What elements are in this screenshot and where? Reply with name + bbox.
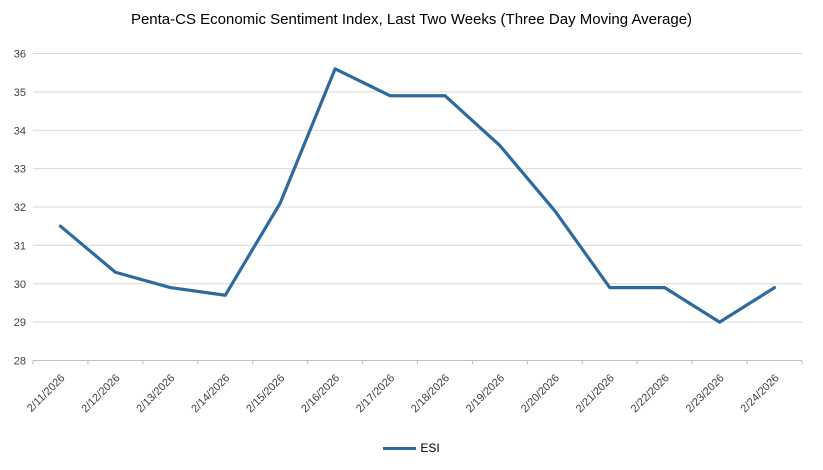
- x-axis-tick-label: 2/24/2026: [739, 372, 782, 415]
- x-axis-tick-label: 2/18/2026: [409, 372, 452, 415]
- x-axis-tick-label: 2/17/2026: [354, 372, 397, 415]
- x-axis-tick-label: 2/15/2026: [244, 372, 287, 415]
- x-axis-tick-label: 2/13/2026: [134, 372, 177, 415]
- esi-line-series: [58, 67, 777, 324]
- y-axis-tick-label: 31: [14, 240, 26, 252]
- y-axis-tick-label: 34: [14, 125, 26, 137]
- x-axis-tick-label: 2/16/2026: [299, 372, 342, 415]
- x-axis-tick-label: 2/12/2026: [79, 372, 122, 415]
- x-axis-tick-label: 2/20/2026: [519, 372, 562, 415]
- y-axis-tick-label: 32: [14, 202, 26, 214]
- x-axis-tick-label: 2/19/2026: [464, 372, 507, 415]
- legend: ESI: [0, 440, 823, 456]
- x-axis-tick-label: 2/23/2026: [684, 372, 727, 415]
- x-axis-tick-label: 2/22/2026: [629, 372, 672, 415]
- x-axis-tick-label: 2/21/2026: [574, 372, 617, 415]
- y-axis-tick-label: 33: [14, 164, 26, 176]
- y-axis-tick-label: 36: [14, 49, 26, 61]
- chart-title: Penta-CS Economic Sentiment Index, Last …: [130, 11, 693, 28]
- y-axis-tick-label: 29: [14, 317, 26, 329]
- x-axis-tick-label: 2/11/2026: [25, 372, 68, 415]
- legend-line-swatch: [383, 446, 417, 450]
- y-axis-tick-label: 28: [14, 356, 26, 368]
- y-axis-tick-label: 35: [14, 87, 26, 99]
- y-axis-tick-label: 30: [14, 279, 26, 291]
- legend-series-label: ESI: [420, 441, 440, 455]
- x-axis-tick-label: 2/14/2026: [189, 372, 232, 415]
